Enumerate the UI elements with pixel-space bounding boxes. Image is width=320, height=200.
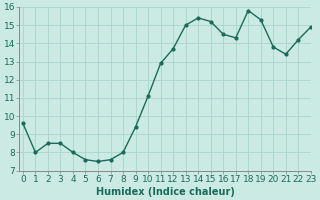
X-axis label: Humidex (Indice chaleur): Humidex (Indice chaleur) <box>96 187 235 197</box>
